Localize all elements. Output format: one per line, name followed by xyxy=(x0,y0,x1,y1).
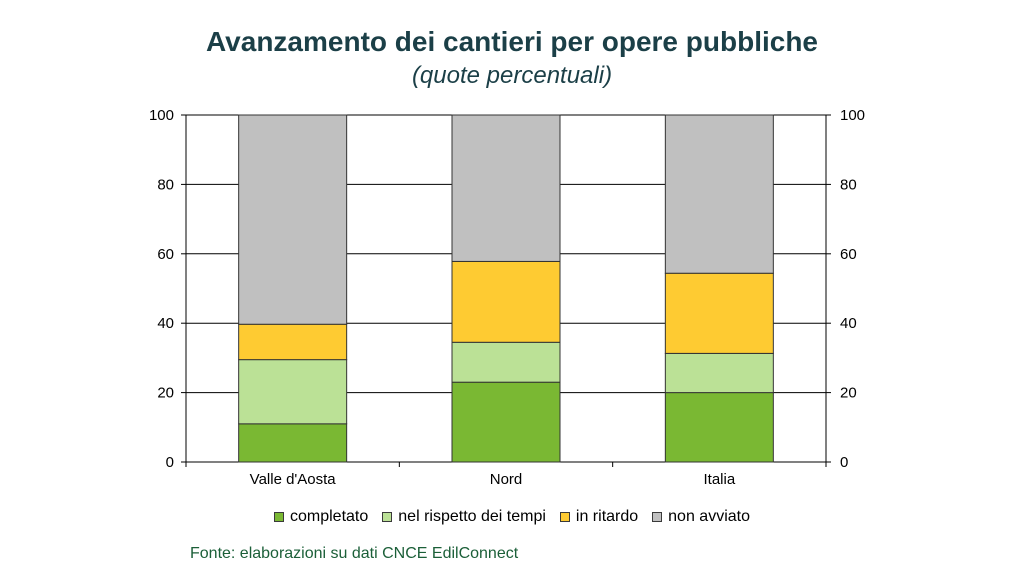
legend-label-completato: completato xyxy=(290,508,369,525)
bar-segment xyxy=(451,381,561,463)
legend-item-in-ritardo: in ritardo xyxy=(559,508,639,526)
y-tick-label: 0 xyxy=(166,454,174,471)
bar-segment xyxy=(238,359,348,425)
legend-swatch-in-ritardo xyxy=(559,512,570,522)
x-tick-label: Valle d'Aosta xyxy=(250,471,337,488)
y2-tick-label: 0 xyxy=(840,454,848,471)
bar-segment xyxy=(664,392,774,463)
legend-item-non-avviato: non avviato xyxy=(652,508,750,526)
bar-segment xyxy=(664,352,774,394)
y2-tick-label: 80 xyxy=(840,176,857,193)
legend-label-non-avviato: non avviato xyxy=(668,508,750,525)
legend-item-nel-rispetto-dei-tempi: nel rispetto dei tempi xyxy=(382,508,546,526)
y-tick-label: 60 xyxy=(157,246,174,263)
y-tick-label: 20 xyxy=(157,385,174,402)
bar-segment xyxy=(238,423,348,463)
bar-segment xyxy=(664,114,774,274)
legend-swatch-non-avviato xyxy=(652,512,663,522)
bar-segment xyxy=(664,272,774,354)
bar-segment xyxy=(451,341,561,383)
y-tick-label: 80 xyxy=(157,176,174,193)
y2-tick-label: 100 xyxy=(840,107,865,124)
chart-title: Avanzamento dei cantieri per opere pubbl… xyxy=(206,26,818,57)
y2-tick-label: 60 xyxy=(840,246,857,263)
bar-segment xyxy=(451,260,561,343)
source-note: Fonte: elaborazioni su dati CNCE EdilCon… xyxy=(190,545,519,562)
bar-segment xyxy=(451,114,561,262)
x-tick-label: Nord xyxy=(490,471,523,488)
x-tick-label: Italia xyxy=(703,471,735,488)
y-tick-label: 100 xyxy=(149,107,174,124)
legend-swatch-completato xyxy=(274,512,284,522)
y2-tick-label: 40 xyxy=(840,315,857,332)
legend-label-nel-rispetto-dei-tempi: nel rispetto dei tempi xyxy=(398,508,546,525)
bar-segment xyxy=(238,114,348,325)
legend-label-in-ritardo: in ritardo xyxy=(575,508,639,525)
y2-tick-label: 20 xyxy=(840,385,857,402)
bar-segment xyxy=(238,323,348,361)
legend-item-completato: completato xyxy=(274,508,368,526)
legend-swatch-nel-rispetto-dei-tempi xyxy=(382,512,393,522)
chart-subtitle: (quote percentuali) xyxy=(411,62,613,89)
y-tick-label: 40 xyxy=(157,315,174,332)
chart-legend: completato nel rispetto dei tempi in rit… xyxy=(0,508,1024,526)
